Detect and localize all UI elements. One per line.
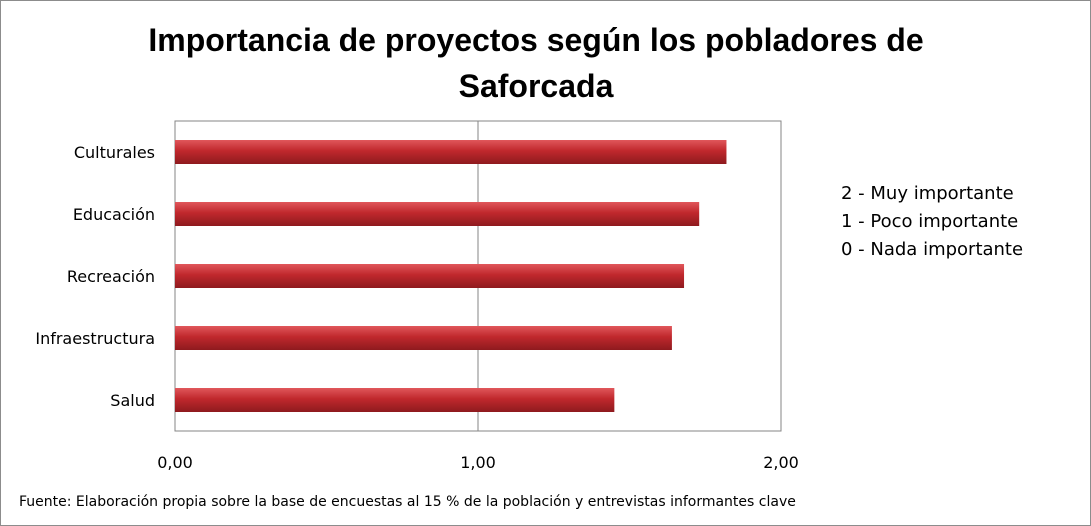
category-label: Infraestructura [35, 329, 155, 348]
bar-educacion [175, 202, 700, 226]
category-label: Educación [73, 205, 155, 224]
x-tick-label: 1,00 [460, 453, 496, 472]
category-label: Recreación [67, 267, 155, 286]
bar-recreacion [175, 264, 685, 288]
bar-infraestructura [175, 326, 672, 350]
legend-note-line: 0 - Nada importante [841, 239, 1024, 260]
bar-culturales [175, 140, 727, 164]
legend-note: 2 - Muy importante 1 - Poco importante 0… [841, 180, 1071, 264]
bar-salud [175, 388, 615, 412]
source-note: Fuente: Elaboración propia sobre la base… [19, 494, 796, 510]
category-label: Salud [110, 391, 155, 410]
legend-note-line: 1 - Poco importante [841, 211, 1019, 232]
chart-title: Importancia de proyectos según los pobla… [148, 22, 924, 104]
category-label: Culturales [74, 143, 155, 162]
x-tick-label: 2,00 [763, 453, 799, 472]
legend-note-line: 2 - Muy importante [841, 183, 1014, 204]
x-tick-label: 0,00 [157, 453, 193, 472]
